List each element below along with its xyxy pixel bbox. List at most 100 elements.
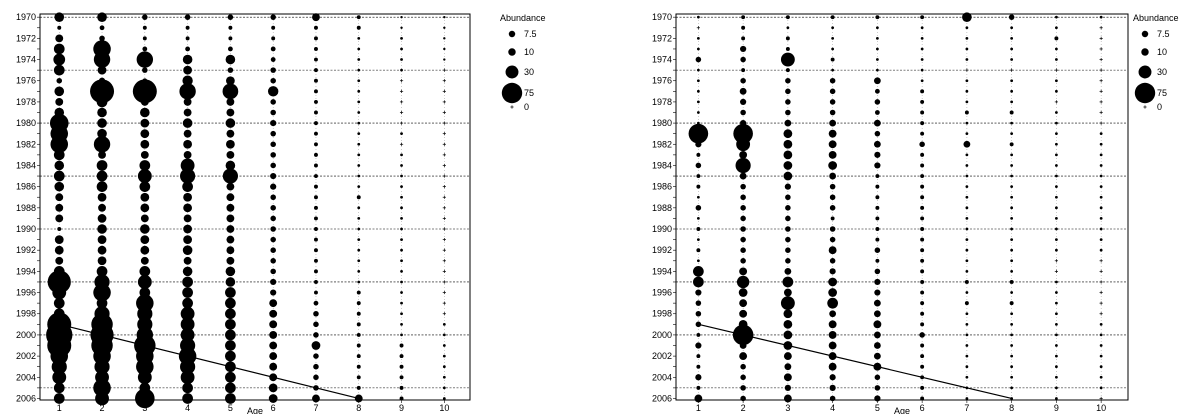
bubble	[829, 395, 836, 402]
bubble	[1009, 110, 1014, 115]
bubble	[1099, 248, 1103, 252]
bubble	[226, 97, 235, 106]
bubble	[1099, 206, 1103, 210]
x-tick-label: 8	[1009, 403, 1014, 413]
bubble	[269, 362, 278, 371]
bubble	[875, 227, 880, 231]
bubble	[829, 99, 836, 105]
legend-title: Abundance	[1133, 13, 1179, 23]
bubble	[225, 266, 236, 277]
bubble	[740, 215, 746, 222]
bubble	[828, 320, 837, 329]
bubble	[829, 119, 837, 127]
legend-bubble	[1138, 65, 1152, 79]
bubble	[226, 182, 235, 191]
bubble	[357, 206, 361, 210]
bubble	[314, 184, 318, 189]
bubble	[829, 77, 836, 84]
bubble	[98, 203, 106, 212]
bubble	[829, 205, 836, 211]
bubble	[314, 25, 318, 30]
bubble	[828, 362, 837, 371]
bubble	[270, 119, 277, 127]
bubble	[400, 26, 403, 29]
x-tick-label: 9	[399, 403, 404, 413]
bubble	[270, 205, 276, 211]
y-tick-label: 1970	[652, 12, 672, 22]
bubble	[1010, 365, 1014, 369]
bubble	[696, 248, 701, 253]
bubble	[225, 329, 236, 341]
bubble	[1055, 153, 1058, 157]
legend-label: 7.5	[1157, 29, 1170, 39]
bubble	[97, 65, 107, 75]
bubble	[696, 364, 701, 369]
x-tick-label: 8	[356, 403, 361, 413]
bubble	[1055, 354, 1058, 358]
bubble	[97, 192, 107, 202]
y-tick-label: 1974	[16, 55, 36, 65]
bubble	[1055, 206, 1058, 210]
bubble	[399, 385, 404, 390]
bubble	[693, 266, 704, 277]
bubble	[180, 306, 195, 321]
bubble	[442, 344, 446, 347]
bubble	[1099, 132, 1103, 136]
y-tick-label: 1988	[652, 203, 672, 213]
bubble	[738, 288, 748, 297]
bubble	[875, 258, 880, 263]
y-tick-label: 1978	[16, 97, 36, 107]
bubble	[1055, 248, 1058, 252]
bubble	[828, 161, 838, 170]
bubble	[1009, 280, 1014, 284]
legend-bubble	[501, 82, 523, 104]
legend-bubble	[508, 30, 516, 38]
bubble	[140, 224, 150, 234]
bubble	[696, 238, 700, 241]
bubble	[740, 374, 746, 381]
bubble	[356, 364, 361, 369]
bubble	[97, 214, 107, 223]
x-axis-label: Age	[247, 406, 263, 414]
bubble	[400, 238, 403, 241]
bubble	[182, 276, 193, 288]
bubble	[96, 181, 108, 193]
bubble	[783, 373, 792, 382]
bubble	[443, 15, 446, 19]
y-tick-label: 2002	[652, 351, 672, 361]
bubble	[740, 205, 746, 211]
bubble	[228, 25, 233, 30]
bubble	[400, 248, 403, 252]
bubble	[735, 157, 751, 174]
bubble	[829, 226, 836, 232]
bubble	[314, 269, 318, 274]
y-tick-label: 1980	[652, 118, 672, 128]
bubble	[920, 163, 925, 168]
bubble	[696, 152, 701, 157]
bubble	[780, 52, 795, 67]
bubble	[442, 333, 446, 337]
bubble	[874, 385, 881, 391]
bubble	[829, 236, 836, 243]
bubble	[140, 203, 150, 213]
bubble	[314, 163, 318, 168]
bubble	[443, 58, 446, 61]
bubble	[785, 258, 791, 264]
bubble	[831, 47, 835, 51]
bubble	[356, 25, 361, 30]
bubble	[270, 172, 277, 180]
bubble	[1010, 132, 1014, 136]
bubble	[740, 258, 746, 264]
bubble	[1010, 89, 1014, 93]
bubble	[1055, 111, 1058, 114]
bubble	[1099, 185, 1103, 189]
bubble	[1010, 153, 1014, 157]
bubble	[1010, 79, 1014, 83]
bubble	[696, 184, 701, 189]
legend-label: 30	[524, 67, 534, 77]
bubble	[225, 118, 236, 128]
bubble	[965, 89, 969, 93]
bubble	[739, 342, 747, 349]
bubble	[314, 280, 318, 284]
